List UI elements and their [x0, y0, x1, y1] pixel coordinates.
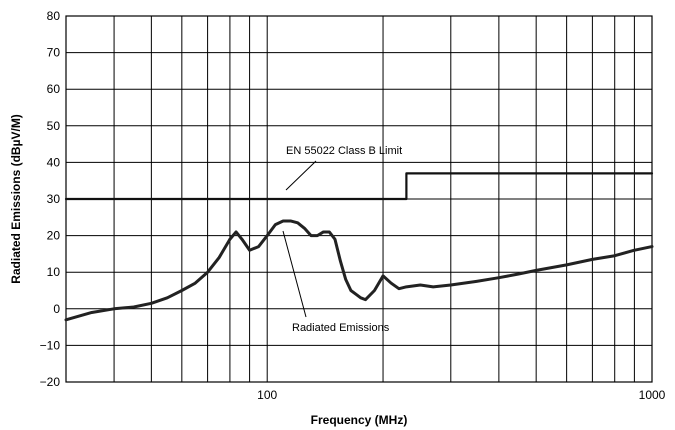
x-axis-tick-labels: 100 1000 — [257, 388, 665, 402]
emissions-line — [64, 219, 654, 322]
x-tick-label: 1000 — [639, 388, 666, 402]
y-tick-label: 10 — [47, 265, 61, 279]
data-series — [64, 172, 654, 322]
y-tick-label: 60 — [47, 82, 61, 96]
limit-label-leader — [285, 160, 317, 191]
annotations: EN 55022 Class B Limit Radiated Emission… — [282, 145, 402, 334]
y-tick-label: 80 — [47, 9, 61, 23]
y-tick-label: 20 — [47, 229, 61, 243]
y-tick-label: 0 — [53, 302, 60, 316]
y-axis-tick-labels: −20 −10 0 10 20 30 40 50 60 70 80 — [40, 9, 61, 389]
y-axis-title: Radiated Emissions (dBµV/M) — [9, 114, 23, 284]
y-tick-label: 70 — [47, 46, 61, 60]
limit-label: EN 55022 Class B Limit — [286, 145, 402, 157]
y-tick-label: −20 — [40, 375, 61, 389]
x-tick-label: 100 — [257, 388, 277, 402]
y-tick-label: 30 — [47, 192, 61, 206]
x-axis-title: Frequency (MHz) — [311, 413, 408, 427]
emissions-label-leader — [282, 230, 307, 318]
y-tick-label: 50 — [47, 119, 61, 133]
limit-line — [64, 172, 654, 201]
emissions-label: Radiated Emissions — [292, 322, 390, 334]
y-tick-label: 40 — [47, 155, 61, 169]
y-tick-label: −10 — [40, 338, 61, 352]
